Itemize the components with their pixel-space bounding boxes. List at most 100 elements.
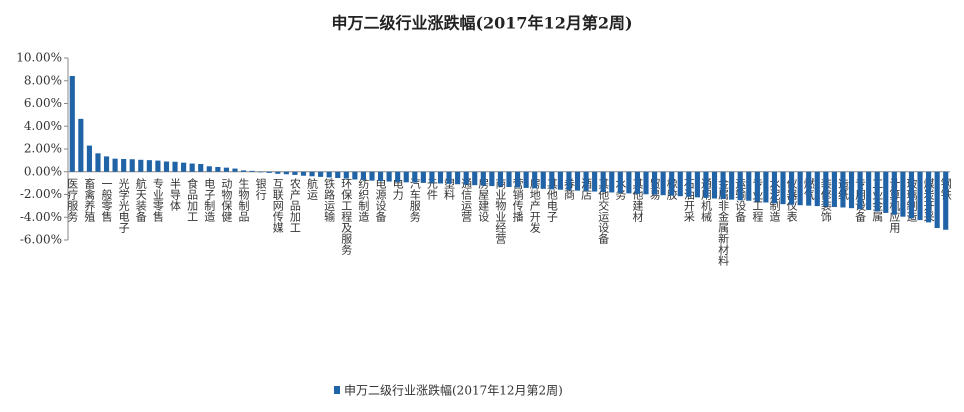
bar — [514, 171, 521, 188]
bar — [669, 171, 675, 196]
bar — [771, 171, 778, 204]
x-tick-label: 食品加工 — [186, 177, 199, 222]
bar — [489, 171, 495, 187]
bar — [883, 171, 889, 213]
bar — [840, 171, 846, 208]
bar — [266, 171, 272, 173]
x-tick-label: 铁路运输 — [323, 178, 336, 223]
bar — [831, 171, 837, 208]
bar — [129, 159, 135, 172]
legend-swatch — [334, 386, 340, 394]
bar — [540, 171, 546, 189]
bar — [943, 171, 949, 230]
x-tick-label: 航天装备 — [134, 177, 147, 223]
x-tick-label: 汽车服务 — [408, 177, 421, 222]
x-tick-label: 农产品加工 — [288, 177, 301, 233]
bar — [900, 171, 906, 217]
bar — [720, 171, 726, 200]
bar — [617, 171, 623, 193]
bar — [198, 164, 204, 172]
y-tick-label: 0.00% — [24, 164, 62, 178]
bar — [189, 163, 195, 172]
x-tick-label: 光学光电子 — [117, 177, 130, 233]
bar — [592, 171, 598, 192]
bar — [181, 162, 187, 172]
bar — [369, 171, 375, 181]
x-tick-label: 半导体 — [169, 177, 182, 211]
legend-label: 申万二级行业涨跌幅(2017年12月第2周) — [344, 383, 563, 398]
y-tick-label: 10.00% — [16, 51, 62, 65]
bar — [420, 171, 426, 183]
y-tick-label: -2.00% — [20, 187, 62, 201]
x-tick-label: 其他建材 — [631, 178, 644, 222]
x-tick-label: 其他电子 — [545, 178, 558, 222]
x-tick-label: 畜禽养殖 — [83, 177, 96, 223]
bar — [112, 158, 118, 172]
bar — [352, 171, 358, 180]
bar — [437, 171, 444, 184]
x-tick-label: 互联网传媒 — [271, 178, 284, 234]
bar — [326, 171, 332, 178]
bar — [69, 75, 75, 172]
bar — [523, 171, 529, 188]
x-tick-label: 其他交运设备 — [597, 178, 610, 245]
bar — [823, 171, 829, 207]
bar — [335, 171, 341, 179]
bar — [78, 118, 84, 172]
bar — [506, 171, 512, 187]
x-tick-label: 电源设备 — [374, 178, 387, 223]
bar — [300, 171, 307, 176]
bar — [729, 171, 735, 200]
bar — [258, 171, 264, 173]
x-tick-label: 专业零售 — [151, 177, 164, 223]
x-tick-label: 一般零售 — [100, 178, 113, 223]
bar — [206, 166, 212, 172]
bar — [395, 171, 401, 182]
bar — [583, 171, 589, 192]
x-tick-label: 纺织制造 — [357, 177, 370, 222]
x-tick-label: 塑料 — [443, 177, 456, 201]
bar — [891, 171, 897, 215]
x-tick-label: 元件 — [425, 178, 438, 201]
x-tick-label: 航运 — [306, 177, 319, 200]
x-tick-label: 动物保健 — [220, 178, 233, 222]
bar — [532, 171, 538, 189]
bar — [318, 171, 324, 177]
bar — [848, 171, 855, 209]
bar — [223, 167, 229, 172]
bar — [626, 171, 632, 194]
y-tick-label: -4.00% — [20, 210, 62, 224]
bar — [155, 160, 161, 172]
bar — [677, 171, 683, 197]
y-tick-label: 4.00% — [24, 119, 62, 133]
y-tick-label: 2.00% — [24, 142, 62, 156]
bar — [703, 171, 709, 198]
bar — [660, 171, 666, 196]
x-tick-label: 环保工程及服务 — [340, 178, 353, 255]
x-tick-label: 生物制品 — [237, 177, 250, 222]
bar — [874, 171, 880, 212]
bar — [652, 171, 658, 195]
bar — [172, 161, 178, 172]
bar — [566, 171, 572, 191]
bar — [549, 171, 555, 190]
bar — [934, 171, 940, 229]
y-tick-label: -6.00% — [20, 233, 62, 247]
bar — [746, 171, 752, 201]
bar — [309, 171, 315, 177]
bar — [138, 159, 144, 172]
bar — [103, 156, 110, 172]
bar — [455, 171, 461, 185]
bar — [917, 171, 923, 221]
bar — [754, 171, 760, 202]
bar — [232, 168, 238, 172]
bar — [429, 171, 435, 184]
bar — [215, 166, 221, 172]
x-tick-label: 房屋建设 — [477, 178, 490, 223]
y-tick-label: 6.00% — [24, 96, 62, 110]
bar — [634, 171, 641, 194]
bar — [694, 171, 700, 198]
bar — [446, 171, 452, 184]
bar — [121, 159, 127, 172]
bar — [574, 171, 581, 191]
